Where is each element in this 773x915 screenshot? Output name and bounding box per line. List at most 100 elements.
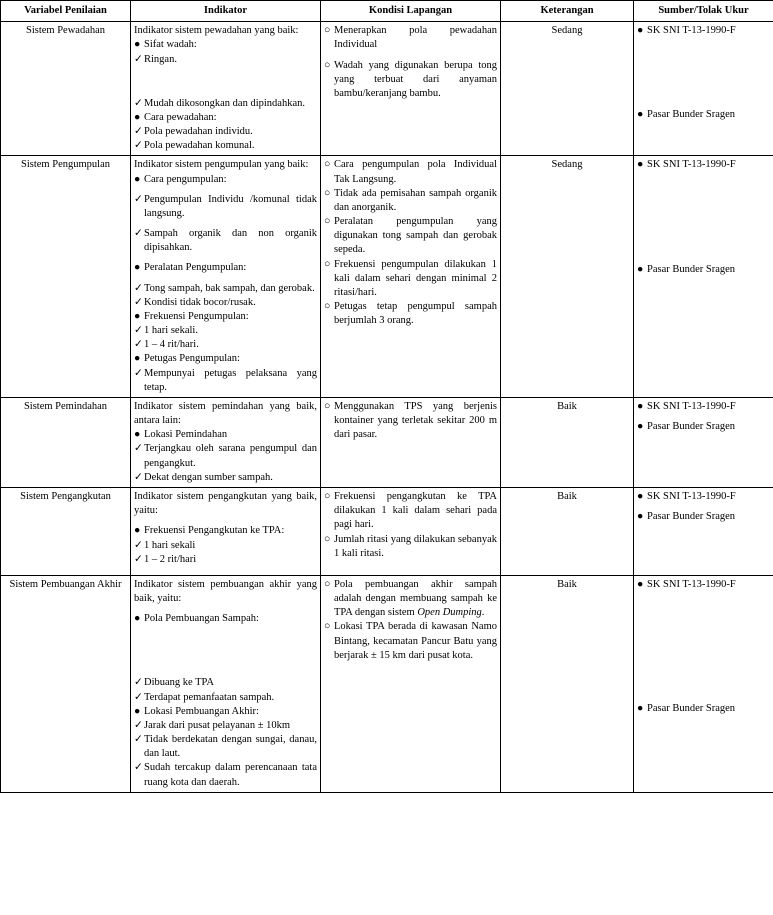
list-item: Pengumpulan Individu /komunal tidak lang… (144, 193, 317, 221)
list-item: Peralatan pengumpulan yang digunakan ton… (334, 215, 497, 258)
cell-keterangan: Baik (501, 397, 634, 487)
list-item: Cara pengumpulan: (144, 173, 317, 187)
circle-icon: ○ (324, 215, 334, 258)
header-indikator: Indikator (131, 1, 321, 22)
indikator-intro: Indikator sistem pemindahan yang baik, a… (134, 400, 317, 428)
check-icon: ✓ (134, 97, 144, 111)
cell-indikator: Indikator sistem pewadahan yang baik: ●S… (131, 22, 321, 156)
list-item: Frekuensi Pengumpulan: (144, 310, 317, 324)
list-item: Petugas Pengumpulan: (144, 352, 317, 366)
circle-icon: ○ (324, 187, 334, 215)
bullet-icon: ● (637, 578, 647, 592)
cell-kondisi: ○Cara pengumpulan pola Individual Tak La… (321, 156, 501, 398)
circle-icon: ○ (324, 158, 334, 186)
circle-icon: ○ (324, 533, 334, 561)
check-icon: ✓ (134, 227, 144, 255)
list-item: Menerapkan pola pewadahan Individual (334, 24, 497, 52)
list-item: Frekuensi pengumpulan dilakukan 1 kali d… (334, 258, 497, 301)
check-icon: ✓ (134, 338, 144, 352)
circle-icon: ○ (324, 620, 334, 663)
list-item: Menggunakan TPS yang berjenis kontainer … (334, 400, 497, 443)
cell-keterangan: Baik (501, 575, 634, 792)
cell-kondisi: ○Frekuensi pengangkutan ke TPA dilakukan… (321, 487, 501, 575)
table-row: Sistem Pengumpulan Indikator sistem peng… (1, 156, 773, 398)
header-kondisi: Kondisi Lapangan (321, 1, 501, 22)
bullet-icon: ● (637, 158, 647, 172)
bullet-icon: ● (134, 173, 144, 187)
cell-kondisi: ○Menerapkan pola pewadahan Individual ○W… (321, 22, 501, 156)
circle-icon: ○ (324, 578, 334, 621)
circle-icon: ○ (324, 400, 334, 443)
cell-variabel: Sistem Pengumpulan (1, 156, 131, 398)
list-item: SK SNI T-13-1990-F (647, 578, 770, 592)
list-item: Mudah dikosongkan dan dipindahkan. (144, 97, 317, 111)
list-item: 1 hari sekali. (144, 324, 317, 338)
list-item: Pola Pembuangan Sampah: (144, 612, 317, 626)
check-icon: ✓ (134, 761, 144, 789)
list-item: Mempunyai petugas pelaksana yang tetap. (144, 367, 317, 395)
bullet-icon: ● (637, 490, 647, 504)
list-item: Dekat dengan sumber sampah. (144, 471, 317, 485)
check-icon: ✓ (134, 296, 144, 310)
cell-indikator: Indikator sistem pengumpulan yang baik: … (131, 156, 321, 398)
circle-icon: ○ (324, 59, 334, 102)
bullet-icon: ● (134, 310, 144, 324)
cell-sumber: ●SK SNI T-13-1990-F ●Pasar Bunder Sragen (634, 487, 773, 575)
cell-indikator: Indikator sistem pemindahan yang baik, a… (131, 397, 321, 487)
list-item: Pola pewadahan individu. (144, 125, 317, 139)
list-item: Pola pembuangan akhir sampah adalah deng… (334, 578, 497, 621)
bullet-icon: ● (134, 111, 144, 125)
check-icon: ✓ (134, 324, 144, 338)
table-row: Sistem Pembuangan Akhir Indikator sistem… (1, 575, 773, 792)
cell-variabel: Sistem Pewadahan (1, 22, 131, 156)
list-item: Lokasi Pemindahan (144, 428, 317, 442)
header-row: Variabel Penilaian Indikator Kondisi Lap… (1, 1, 773, 22)
list-item: SK SNI T-13-1990-F (647, 158, 770, 172)
table-row: Sistem Pengangkutan Indikator sistem pen… (1, 487, 773, 575)
bullet-icon: ● (134, 352, 144, 366)
list-item: SK SNI T-13-1990-F (647, 24, 770, 38)
bullet-icon: ● (637, 108, 647, 122)
cell-kondisi: ○Pola pembuangan akhir sampah adalah den… (321, 575, 501, 792)
bullet-icon: ● (637, 420, 647, 434)
list-item: SK SNI T-13-1990-F (647, 490, 770, 504)
list-item: Cara pewadahan: (144, 111, 317, 125)
list-item: Sampah organik dan non organik dipisahka… (144, 227, 317, 255)
list-item: Pasar Bunder Sragen (647, 702, 770, 716)
bullet-icon: ● (637, 400, 647, 414)
check-icon: ✓ (134, 367, 144, 395)
check-icon: ✓ (134, 282, 144, 296)
check-icon: ✓ (134, 193, 144, 221)
check-icon: ✓ (134, 442, 144, 470)
list-item: Jumlah ritasi yang dilakukan sebanyak 1 … (334, 533, 497, 561)
indikator-intro: Indikator sistem pewadahan yang baik: (134, 24, 317, 38)
list-item: Dibuang ke TPA (144, 676, 317, 690)
cell-sumber: ●SK SNI T-13-1990-F ●Pasar Bunder Sragen (634, 156, 773, 398)
cell-sumber: ●SK SNI T-13-1990-F ●Pasar Bunder Sragen (634, 397, 773, 487)
list-item: Kondisi tidak bocor/rusak. (144, 296, 317, 310)
bullet-icon: ● (134, 428, 144, 442)
cell-indikator: Indikator sistem pengangkutan yang baik,… (131, 487, 321, 575)
list-item: 1 – 2 rit/hari (144, 553, 317, 567)
bullet-icon: ● (134, 705, 144, 719)
circle-icon: ○ (324, 300, 334, 328)
kondisi-text-part: . (482, 607, 485, 618)
list-item: Petugas tetap pengumpul sampah berjumlah… (334, 300, 497, 328)
check-icon: ✓ (134, 691, 144, 705)
circle-icon: ○ (324, 258, 334, 301)
list-item: Frekuensi pengangkutan ke TPA dilakukan … (334, 490, 497, 533)
list-item: Pasar Bunder Sragen (647, 420, 770, 434)
bullet-icon: ● (637, 510, 647, 524)
check-icon: ✓ (134, 471, 144, 485)
bullet-icon: ● (637, 24, 647, 38)
list-item: Frekuensi Pengangkutan ke TPA: (144, 524, 317, 538)
header-variabel: Variabel Penilaian (1, 1, 131, 22)
header-sumber: Sumber/Tolak Ukur (634, 1, 773, 22)
list-item: Peralatan Pengumpulan: (144, 261, 317, 275)
list-item: SK SNI T-13-1990-F (647, 400, 770, 414)
list-item: Pasar Bunder Sragen (647, 108, 770, 122)
table-row: Sistem Pemindahan Indikator sistem pemin… (1, 397, 773, 487)
check-icon: ✓ (134, 676, 144, 690)
cell-variabel: Sistem Pengangkutan (1, 487, 131, 575)
check-icon: ✓ (134, 539, 144, 553)
